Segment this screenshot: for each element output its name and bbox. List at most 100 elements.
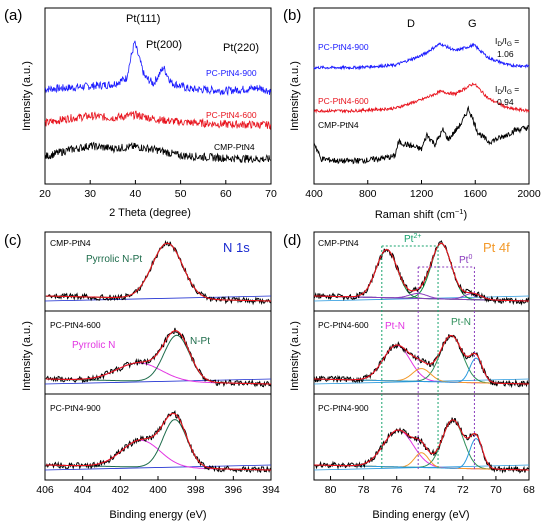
- b-ticklabel-800: 800: [359, 188, 377, 200]
- panel-a-xlabel: 2 Theta (degree): [109, 207, 191, 219]
- baseline-PC-PtN4-600: [44, 378, 272, 385]
- d-ticklabel-80: 80: [325, 484, 337, 496]
- panel-a-letter: (a): [4, 7, 22, 24]
- panel-a-ylabel: Intensity (a.u.): [21, 61, 33, 131]
- ratio-value-900: 1.06: [497, 49, 514, 59]
- b-ticklabel-1200: 1200: [410, 188, 434, 200]
- panel-a-plot: [44, 40, 271, 164]
- panel-a: (a) 20 30 40 50 60 70 Pt(111) Pt(200) Pt(220)…: [4, 7, 277, 219]
- raw-spectrum-PC-PtN4-900: [313, 417, 530, 474]
- d-ticklabel-78: 78: [358, 484, 370, 496]
- series-label-pc-ptn4-600: PC-PtN4-600: [206, 110, 257, 120]
- species-label-pt0: Pt0: [459, 254, 472, 266]
- panel-d-ylabel: Intensity (a.u.): [289, 321, 301, 391]
- series-label-b-pc-ptn4-600: PC-PtN4-600: [318, 96, 369, 106]
- panel-c: (c) 406 404 402 400 398 396 394 N 1s CMP-PtN4 …: [4, 231, 280, 521]
- c-subpanel-1-name: CMP-PtN4: [50, 238, 91, 248]
- band-label-g: G: [468, 18, 477, 30]
- series-line-PC-PtN4-600: [44, 110, 271, 130]
- panel-a-ticks: 20 30 40 50 60 70: [39, 180, 277, 200]
- a-ticklabel-60: 60: [220, 188, 232, 200]
- b-ticklabel-400: 400: [305, 188, 323, 200]
- panel-d-title: Pt 4f: [483, 240, 510, 255]
- band-label-d: D: [407, 18, 415, 30]
- raw-spectrum-PC-PtN4-900: [45, 409, 272, 474]
- series-line-PC-PtN4-900: [44, 40, 271, 97]
- a-ticklabel-40: 40: [130, 188, 142, 200]
- c-subpanel-2-name: PC-PtN4-600: [50, 320, 101, 330]
- panel-d-ticks: 80 78 76 74 72 70 68: [325, 476, 535, 496]
- fit-envelope-PC-PtN4-900: [314, 419, 529, 471]
- panel-d-plot: [313, 240, 530, 474]
- panel-c-ticks: 406 404 402 400 398 396 394: [36, 476, 280, 496]
- panel-d-letter: (d): [283, 232, 301, 249]
- species-label-pt2plus: Pt2+: [404, 233, 421, 245]
- annotation-n-pt: N-Pt: [190, 336, 210, 347]
- annotation-pyrrolic-n-pt: Pyrrolic N-Pt: [86, 254, 142, 265]
- c-ticklabel-394: 394: [262, 484, 280, 496]
- d-subpanel-3-name: PC-PtN4-900: [318, 403, 369, 413]
- panel-b-ylabel: Intensity (a.u.): [289, 61, 301, 131]
- baseline-CMP-PtN4: [44, 295, 272, 302]
- series-label-pc-ptn4-900: PC-PtN4-900: [206, 68, 257, 78]
- b-ticklabel-1600: 1600: [464, 188, 488, 200]
- d-ticklabel-76: 76: [391, 484, 403, 496]
- peak-label-pt200: Pt(200): [146, 39, 182, 51]
- component-Pt-N 4f5/2: [314, 429, 529, 471]
- c-ticklabel-396: 396: [225, 484, 243, 496]
- component-N-Pt: [45, 419, 271, 471]
- component-Pt-N 4f7/2: [314, 419, 529, 471]
- fit-envelope-PC-PtN4-900: [45, 412, 271, 471]
- ratio-annotation-600: ID/IG =: [495, 84, 519, 96]
- annotation-pyrrolic-n: Pyrrolic N: [72, 340, 115, 351]
- ratio-value-600: 0.94: [497, 97, 514, 107]
- d-ticklabel-74: 74: [424, 484, 436, 496]
- panel-b-xlabel: Raman shift (cm−1): [375, 207, 467, 221]
- panel-d-xlabel: Binding energy (eV): [372, 509, 469, 521]
- fit-envelope-CMP-PtN4: [314, 242, 529, 302]
- d-ticklabel-70: 70: [490, 484, 502, 496]
- c-ticklabel-404: 404: [74, 484, 92, 496]
- panel-d-guides: [381, 245, 475, 470]
- d-ticklabel-72: 72: [457, 484, 469, 496]
- panel-d-frame: [313, 231, 530, 481]
- c-subpanel-3-name: PC-PtN4-900: [50, 403, 101, 413]
- b-ticklabel-2000: 2000: [517, 188, 541, 200]
- annotation-pt-n-left: Pt-N: [385, 321, 405, 332]
- panel-b-letter: (b): [283, 7, 301, 24]
- panel-a-frame: [44, 7, 272, 185]
- panel-c-frame: [44, 231, 272, 481]
- c-ticklabel-402: 402: [112, 484, 130, 496]
- d-subpanel-1-name: CMP-PtN4: [318, 238, 359, 248]
- c-ticklabel-398: 398: [187, 484, 205, 496]
- raman-line-PC-PtN4-900: [313, 42, 530, 71]
- d-ticklabel-68: 68: [523, 484, 535, 496]
- panel-c-ylabel: Intensity (a.u.): [21, 321, 33, 391]
- panel-c-letter: (c): [4, 232, 22, 249]
- raw-spectrum-PC-PtN4-600: [45, 327, 272, 388]
- ratio-annotation-900: ID/IG =: [495, 36, 519, 48]
- d-subpanel-2-name: PC-PtN4-600: [318, 320, 369, 330]
- panel-b-ticks: 400 800 1200 1600 2000: [305, 180, 541, 200]
- panel-c-xlabel: Binding energy (eV): [109, 509, 206, 521]
- a-ticklabel-50: 50: [175, 188, 187, 200]
- fit-envelope-PC-PtN4-600: [45, 330, 271, 385]
- raman-line-CMP-PtN4: [313, 105, 530, 165]
- a-ticklabel-70: 70: [265, 188, 277, 200]
- component-Pt-N 4f7/2: [314, 335, 529, 385]
- annotation-pt-n-right: Pt-N: [451, 317, 471, 328]
- baseline-PC-PtN4-900: [44, 464, 272, 471]
- a-ticklabel-30: 30: [84, 188, 96, 200]
- series-label-b-pc-ptn4-900: PC-PtN4-900: [318, 42, 369, 52]
- component-Pt2+ 4f5/2: [314, 249, 529, 302]
- series-label-cmp-ptn4: CMP-PtN4: [214, 142, 255, 152]
- peak-label-pt220: Pt(220): [223, 42, 259, 54]
- panel-b-plot: [313, 42, 530, 165]
- c-ticklabel-400: 400: [149, 484, 167, 496]
- panel-d: (d) 80 78 76 74 72 70 68 Pt 4f Pt2+ Pt0 CMP-Pt…: [283, 231, 535, 521]
- panel-c-title: N 1s: [223, 240, 250, 255]
- component-Pt-N 4f5/2: [314, 344, 529, 385]
- series-label-b-cmp-ptn4: CMP-PtN4: [318, 120, 359, 130]
- panel-b: (b) 400 800 1200 1600 2000 D G ID/IG = 1.06 …: [283, 7, 541, 221]
